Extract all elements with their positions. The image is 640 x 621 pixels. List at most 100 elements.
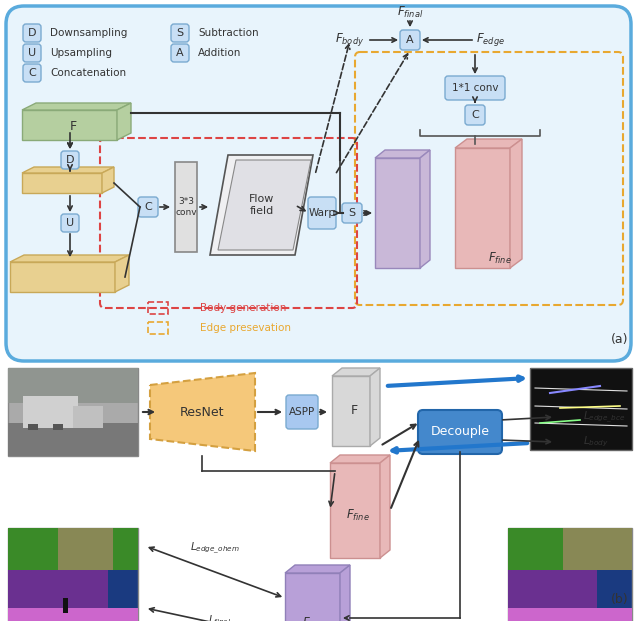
Bar [508, 528, 632, 621]
Bar [530, 368, 632, 450]
Polygon shape [150, 373, 255, 451]
Bar [8, 368, 138, 456]
Bar [8, 368, 138, 403]
Polygon shape [380, 455, 390, 558]
Text: Downsampling: Downsampling [50, 28, 127, 38]
FancyBboxPatch shape [23, 24, 41, 42]
FancyBboxPatch shape [308, 197, 336, 229]
Bar [58, 528, 113, 570]
Polygon shape [375, 158, 420, 268]
Bar [8, 570, 108, 621]
Bar [508, 608, 632, 621]
Text: Upsampling: Upsampling [50, 48, 112, 58]
Text: ASPP: ASPP [289, 407, 315, 417]
Text: U: U [28, 48, 36, 58]
Polygon shape [115, 255, 129, 292]
Polygon shape [455, 139, 522, 148]
FancyBboxPatch shape [23, 44, 41, 62]
FancyBboxPatch shape [171, 24, 189, 42]
Bar [63, 598, 68, 613]
Text: Subtraction: Subtraction [198, 28, 259, 38]
Bar [73, 406, 103, 428]
Text: D: D [28, 28, 36, 38]
Polygon shape [117, 103, 131, 140]
Polygon shape [218, 160, 311, 250]
FancyBboxPatch shape [342, 203, 362, 223]
Text: $L_{body}$: $L_{body}$ [583, 435, 609, 449]
Bar [563, 528, 632, 570]
Bar [175, 162, 197, 252]
FancyBboxPatch shape [445, 76, 505, 100]
Polygon shape [330, 455, 390, 463]
Text: 1*1 conv: 1*1 conv [452, 83, 499, 93]
Polygon shape [330, 463, 380, 558]
Text: Body generation: Body generation [200, 303, 286, 313]
Text: Warp: Warp [308, 208, 335, 218]
FancyBboxPatch shape [6, 6, 631, 361]
FancyBboxPatch shape [138, 197, 158, 217]
Text: $F_{edge}$: $F_{edge}$ [476, 32, 504, 48]
Text: A: A [176, 48, 184, 58]
FancyBboxPatch shape [400, 30, 420, 50]
Text: A: A [406, 35, 414, 45]
Bar [508, 528, 632, 570]
FancyBboxPatch shape [171, 44, 189, 62]
FancyBboxPatch shape [61, 214, 79, 232]
FancyBboxPatch shape [465, 105, 485, 125]
Text: $L_{edge\_bce}$: $L_{edge\_bce}$ [583, 409, 625, 425]
Text: $L_{edge\_ohem}$: $L_{edge\_ohem}$ [190, 540, 240, 556]
Bar [8, 528, 138, 621]
Bar [148, 322, 168, 334]
Text: Edge presevation: Edge presevation [200, 323, 291, 333]
Text: Concatenation: Concatenation [50, 68, 126, 78]
Text: (a): (a) [611, 333, 628, 347]
Polygon shape [332, 368, 380, 376]
Polygon shape [375, 150, 430, 158]
Polygon shape [285, 573, 340, 621]
Polygon shape [22, 167, 114, 173]
Bar [23, 396, 78, 428]
FancyBboxPatch shape [418, 410, 502, 454]
Bar [53, 424, 63, 430]
Polygon shape [22, 103, 131, 110]
Polygon shape [102, 167, 114, 193]
Polygon shape [285, 565, 350, 573]
Text: C: C [28, 68, 36, 78]
Polygon shape [420, 150, 430, 268]
Polygon shape [370, 368, 380, 446]
Bar [148, 302, 168, 314]
FancyBboxPatch shape [61, 151, 79, 169]
Text: U: U [66, 218, 74, 228]
Text: C: C [144, 202, 152, 212]
FancyBboxPatch shape [23, 64, 41, 82]
Text: $L_{final}$: $L_{final}$ [208, 613, 232, 621]
Text: ResNet: ResNet [180, 406, 224, 419]
Text: $F_{fine}$: $F_{fine}$ [488, 250, 512, 266]
Polygon shape [455, 148, 510, 268]
Text: S: S [348, 208, 356, 218]
Text: Flow
field: Flow field [249, 194, 274, 216]
Bar [8, 423, 138, 456]
Text: S: S [177, 28, 184, 38]
Bar [8, 528, 138, 570]
Text: F: F [70, 120, 77, 134]
Polygon shape [22, 110, 117, 140]
Bar [508, 570, 597, 621]
Text: Addition: Addition [198, 48, 241, 58]
Polygon shape [340, 565, 350, 621]
Text: $F_{final}$: $F_{final}$ [397, 4, 423, 19]
Polygon shape [10, 262, 115, 292]
FancyBboxPatch shape [286, 395, 318, 429]
Text: $F_{final}$: $F_{final}$ [302, 615, 329, 621]
Polygon shape [510, 139, 522, 268]
Polygon shape [332, 376, 370, 446]
Text: F: F [351, 404, 358, 417]
Text: $F_{fine}$: $F_{fine}$ [346, 508, 370, 523]
Text: Decouple: Decouple [431, 425, 490, 438]
Text: C: C [471, 110, 479, 120]
Text: $F_{body}$: $F_{body}$ [335, 32, 365, 48]
Bar [8, 608, 138, 621]
Polygon shape [10, 255, 129, 262]
Text: 3*3
conv: 3*3 conv [175, 197, 197, 217]
Polygon shape [22, 173, 102, 193]
